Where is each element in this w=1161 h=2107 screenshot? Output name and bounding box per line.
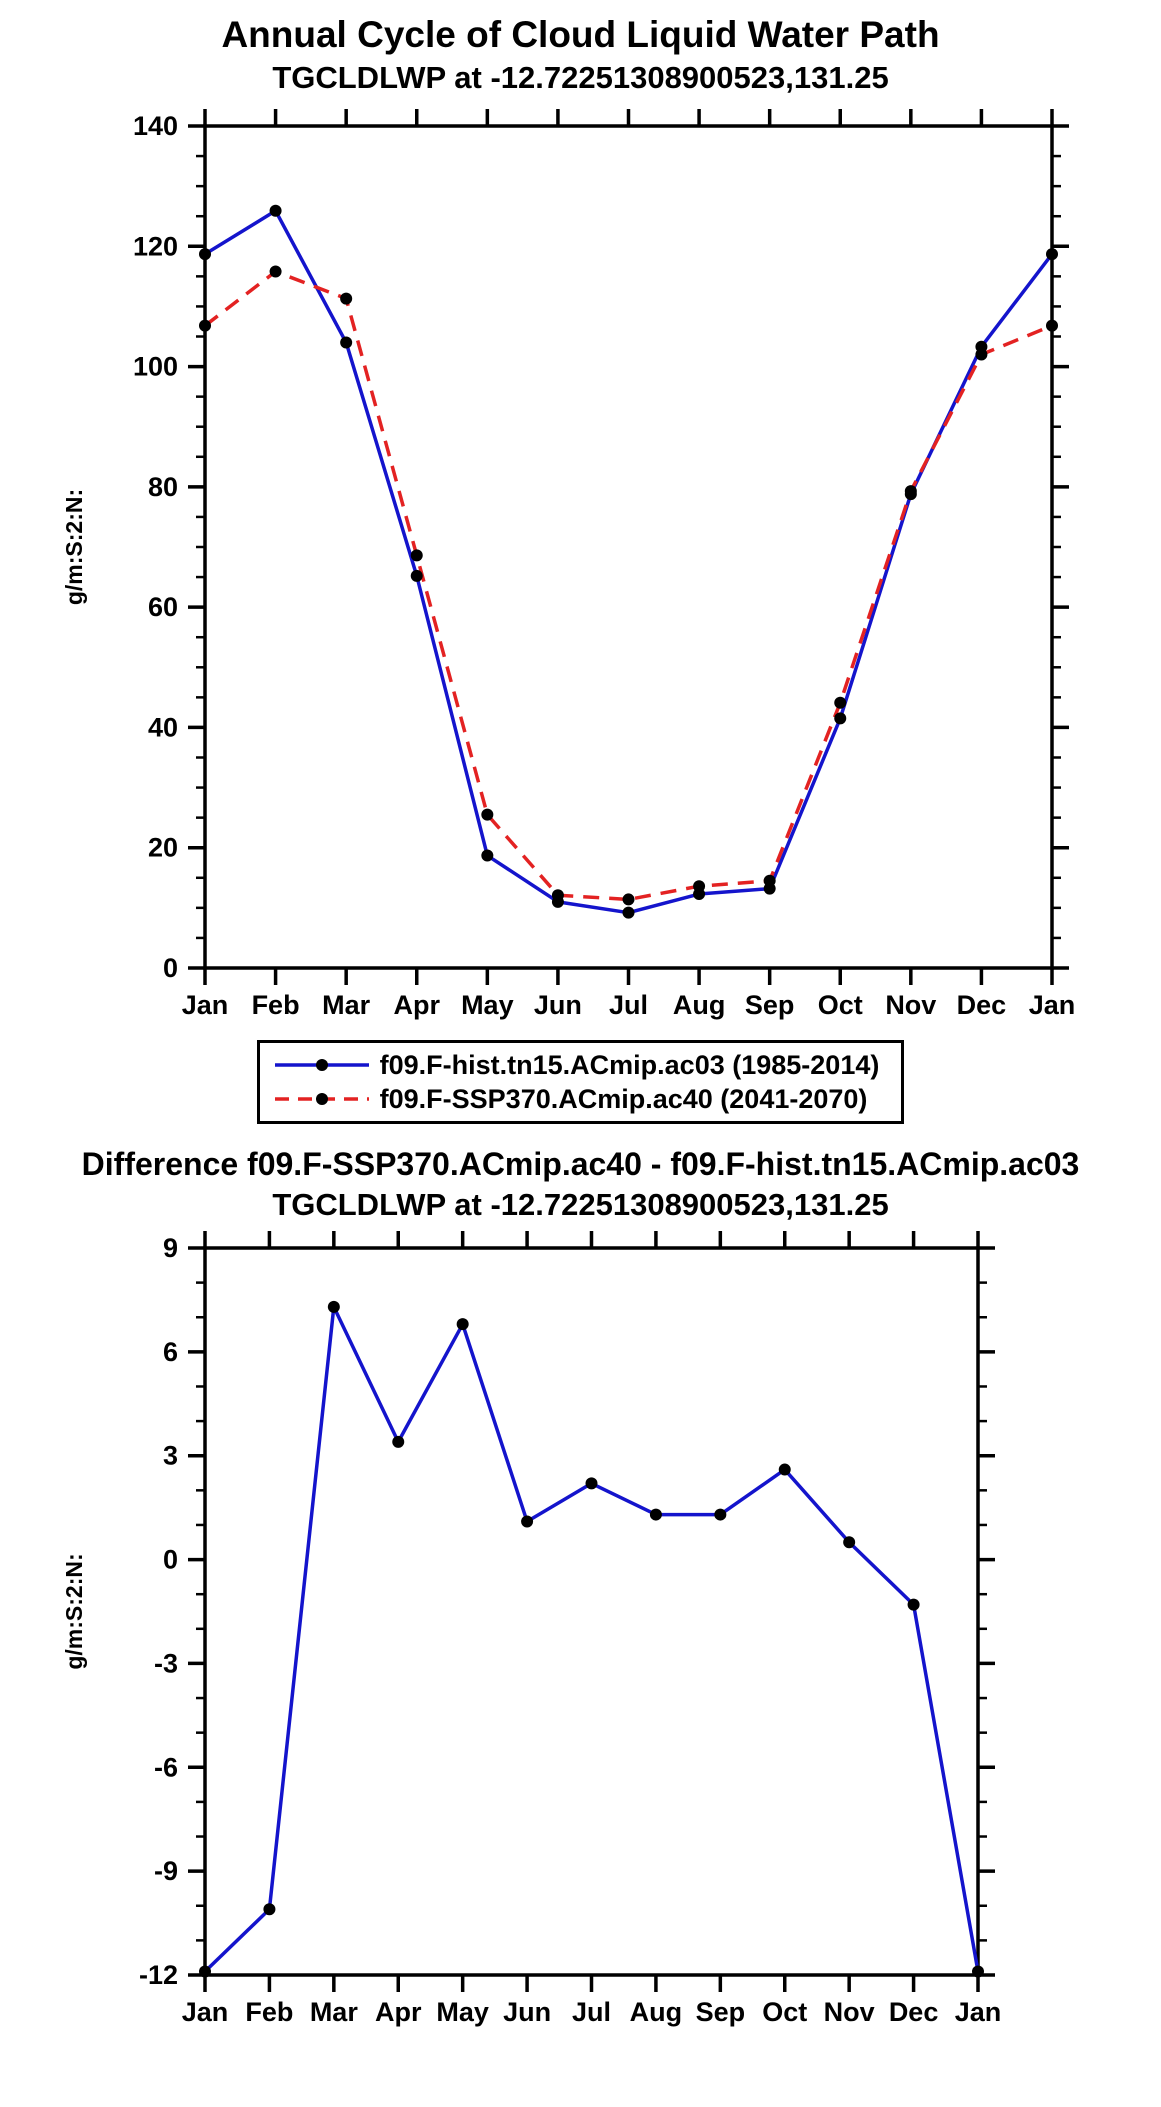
data-point [585,1477,598,1490]
difference-title: Difference f09.F-SSP370.ACmip.ac40 - f09… [81,1146,1080,1182]
x-tick-label: Jun [503,1997,551,2027]
data-point [763,874,776,887]
x-tick-label: May [461,990,514,1020]
difference-chart: -12 -9 -6 -3 0 3 6 9 Jan Feb Mar Apr May Jun Jul Aug Sep… [61,1231,1002,2027]
legend: f09.F-hist.tn15.ACmip.ac03 (1985-2014) f… [256,1040,905,1124]
y-tick-label: 20 [148,833,178,863]
data-point [340,336,353,349]
plot-border [203,1246,980,1977]
data-point [269,204,282,217]
data-point [649,1508,662,1521]
x-tick-label: Jan [955,1997,1002,2027]
data-point [456,1318,469,1331]
x-tick-label: Jul [609,990,648,1020]
x-tick-label: Jan [182,990,229,1020]
data-point [199,248,211,261]
legend-sample-hist-marker [315,1059,328,1071]
data-point [972,1965,984,1978]
x-tick-label: Jan [182,1997,229,2027]
series-line [204,209,1054,915]
legend-label-ssp: f09.F-SSP370.ACmip.ac40 (2041-2070) [379,1083,868,1114]
data-point [199,1965,211,1978]
y-tick-label: -6 [154,1752,178,1782]
x-tick-label: Oct [762,1997,807,2027]
data-point [392,1435,405,1448]
y-axis-title: g/m:S:2:N: [61,489,87,605]
data-point [340,292,353,305]
y-tick-label: 0 [163,953,178,983]
y-tick-label: 140 [133,111,178,141]
data-point [622,893,635,906]
x-tick-label: Apr [394,990,441,1020]
data-point [834,712,847,725]
x-tick-label: Mar [322,990,371,1020]
x-tick-label: Sep [745,990,795,1020]
series-line [203,269,1053,902]
y-tick-label: -9 [154,1856,178,1886]
y-tick-label: -12 [139,1960,178,1990]
series-line [203,1305,980,1973]
x-tick-label: Feb [252,990,300,1020]
page: Annual Cycle of Cloud Liquid Water Path … [0,14,1161,2038]
y-tick-label: 3 [163,1441,178,1471]
y-tick-label: -3 [154,1648,178,1678]
y-tick-label: 0 [163,1545,178,1575]
y-tick-label: 40 [148,712,178,742]
data-point [714,1508,727,1521]
y-tick-label: 9 [163,1233,178,1263]
x-tick-label: Feb [245,1997,293,2027]
y-tick-label: 120 [133,231,178,261]
data-point [778,1463,791,1476]
data-point [1046,319,1058,332]
data-point [263,1903,276,1916]
y-tick-label: 60 [148,592,178,622]
data-point [269,265,282,278]
legend-sample-hist [274,1059,369,1071]
x-tick-label: May [436,1997,489,2027]
x-tick-label: Jan [1029,990,1076,1020]
chart2-subtitle: TGCLDLWP at -12.72251308900523,131.25 [272,1187,889,1222]
y-tick-label: 80 [148,472,178,502]
x-tick-label: Aug [630,1997,682,2027]
data-point [410,549,423,562]
data-point [410,569,423,582]
x-tick-label: Oct [818,990,863,1020]
data-point [834,696,847,709]
data-point [481,808,494,821]
legend-label-hist: f09.F-hist.tn15.ACmip.ac03 (1985-2014) [379,1049,880,1080]
data-point [975,348,988,361]
y-axis-title: g/m:S:2:N: [61,1553,87,1669]
data-point [551,889,564,902]
x-tick-label: Aug [673,990,725,1020]
x-tick-label: Dec [889,1997,939,2027]
data-point [907,1598,920,1611]
data-point [843,1536,856,1549]
x-tick-label: Nov [824,1997,875,2027]
data-point [199,319,211,332]
plot-border [203,124,1054,970]
chart1-subtitle: TGCLDLWP at -12.72251308900523,131.25 [272,60,889,95]
data-point [521,1515,534,1528]
data-point [1046,248,1058,261]
x-tick-label: Sep [696,1997,746,2027]
data-point [622,906,635,919]
main-title: Annual Cycle of Cloud Liquid Water Path [221,14,940,55]
x-tick-label: Apr [375,1997,422,2027]
y-tick-label: 6 [163,1337,178,1367]
legend-sample-ssp-marker [315,1093,328,1105]
x-tick-label: Jun [534,990,582,1020]
x-tick-label: Nov [885,990,936,1020]
x-tick-label: Mar [310,1997,359,2027]
data-point [327,1300,340,1313]
x-tick-label: Jul [572,1997,611,2027]
data-point [693,880,706,893]
legend-sample-ssp [274,1093,369,1105]
x-tick-label: Dec [957,990,1007,1020]
y-tick-label: 100 [133,352,178,382]
legend-item-ssp: f09.F-SSP370.ACmip.ac40 (2041-2070) [272,1083,880,1115]
data-point [904,485,917,498]
legend-item-hist: f09.F-hist.tn15.ACmip.ac03 (1985-2014) [272,1049,880,1081]
data-point [481,849,494,862]
annual-cycle-chart: 0 20 40 60 80 100 120 140 Jan Feb Mar Apr May Jun Jul A… [61,109,1076,1020]
